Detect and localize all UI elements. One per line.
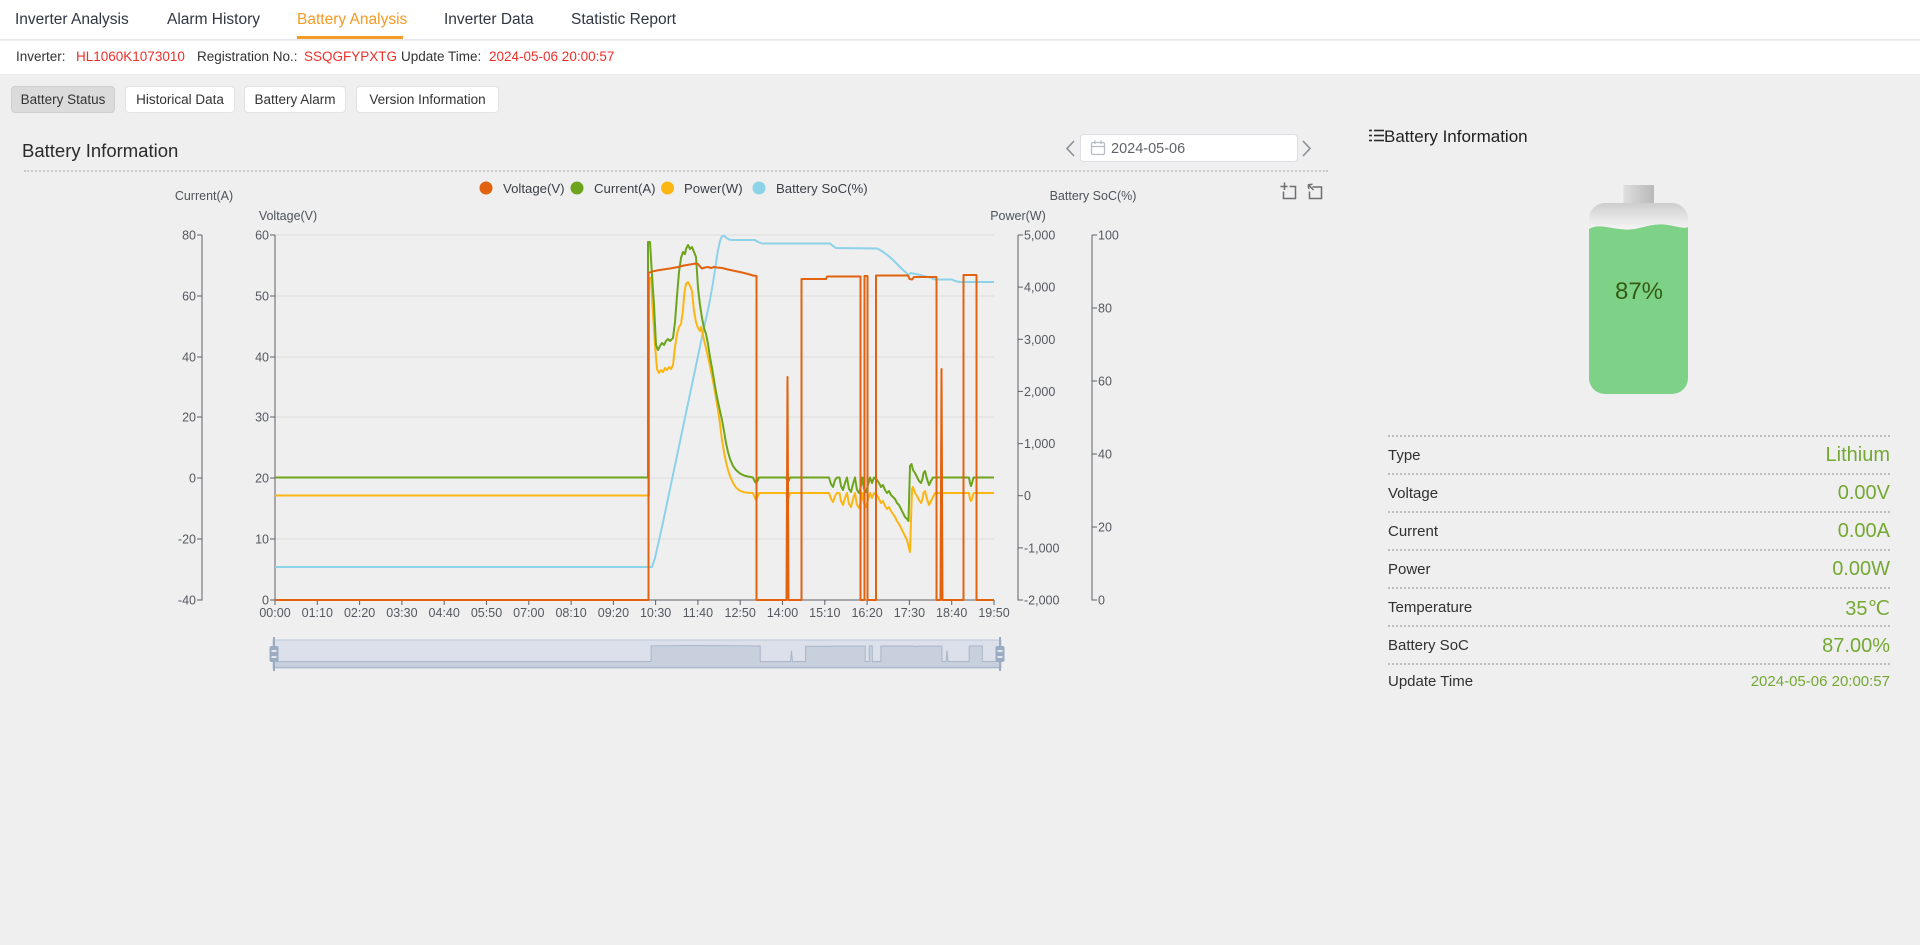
svg-text:0: 0 (262, 594, 269, 608)
svg-text:-20: -20 (178, 533, 196, 547)
svg-text:12:50: 12:50 (725, 606, 756, 620)
svg-text:Battery SoC(%): Battery SoC(%) (1050, 189, 1137, 203)
svg-text:Current(A): Current(A) (594, 181, 656, 196)
svg-text:60: 60 (182, 290, 196, 304)
svg-text:60: 60 (1098, 375, 1112, 389)
svg-text:15:10: 15:10 (809, 606, 840, 620)
svg-text:19:50: 19:50 (978, 606, 1009, 620)
svg-text:60: 60 (255, 229, 269, 243)
svg-text:80: 80 (1098, 302, 1112, 316)
svg-text:40: 40 (1098, 448, 1112, 462)
svg-text:20: 20 (255, 472, 269, 486)
svg-text:09:20: 09:20 (598, 606, 629, 620)
svg-text:4,000: 4,000 (1024, 281, 1055, 295)
svg-text:17:30: 17:30 (894, 606, 925, 620)
svg-text:07:00: 07:00 (513, 606, 544, 620)
svg-text:100: 100 (1098, 229, 1119, 243)
svg-text:20: 20 (1098, 521, 1112, 535)
svg-text:Voltage(V): Voltage(V) (259, 209, 317, 223)
svg-text:40: 40 (255, 351, 269, 365)
svg-text:80: 80 (182, 229, 196, 243)
svg-text:10: 10 (255, 533, 269, 547)
svg-text:2,000: 2,000 (1024, 385, 1055, 399)
svg-text:03:30: 03:30 (386, 606, 417, 620)
svg-text:01:10: 01:10 (302, 606, 333, 620)
svg-text:20: 20 (182, 411, 196, 425)
svg-text:00:00: 00:00 (259, 606, 290, 620)
svg-text:11:40: 11:40 (683, 606, 713, 620)
svg-text:0: 0 (1098, 594, 1105, 608)
svg-text:1,000: 1,000 (1024, 437, 1055, 451)
svg-text:50: 50 (255, 290, 269, 304)
svg-text:3,000: 3,000 (1024, 333, 1055, 347)
svg-text:08:10: 08:10 (555, 606, 586, 620)
svg-text:Battery SoC(%): Battery SoC(%) (776, 181, 868, 196)
svg-text:Power(W): Power(W) (684, 181, 743, 196)
svg-text:-1,000: -1,000 (1024, 541, 1059, 555)
svg-text:Power(W): Power(W) (990, 209, 1046, 223)
svg-text:04:40: 04:40 (429, 606, 460, 620)
svg-text:5,000: 5,000 (1024, 229, 1055, 243)
svg-text:Voltage(V): Voltage(V) (503, 181, 565, 196)
svg-text:-40: -40 (178, 594, 196, 608)
svg-text:02:20: 02:20 (344, 606, 375, 620)
svg-text:05:50: 05:50 (471, 606, 502, 620)
svg-text:30: 30 (255, 411, 269, 425)
svg-text:0: 0 (1024, 489, 1031, 503)
svg-text:Current(A): Current(A) (175, 189, 233, 203)
svg-text:40: 40 (182, 351, 196, 365)
svg-text:18:40: 18:40 (936, 606, 967, 620)
svg-text:16:20: 16:20 (851, 606, 882, 620)
svg-text:87%: 87% (1615, 278, 1663, 305)
svg-text:-2,000: -2,000 (1024, 594, 1059, 608)
svg-text:10:30: 10:30 (640, 606, 671, 620)
svg-text:14:00: 14:00 (767, 606, 798, 620)
svg-text:0: 0 (189, 472, 196, 486)
